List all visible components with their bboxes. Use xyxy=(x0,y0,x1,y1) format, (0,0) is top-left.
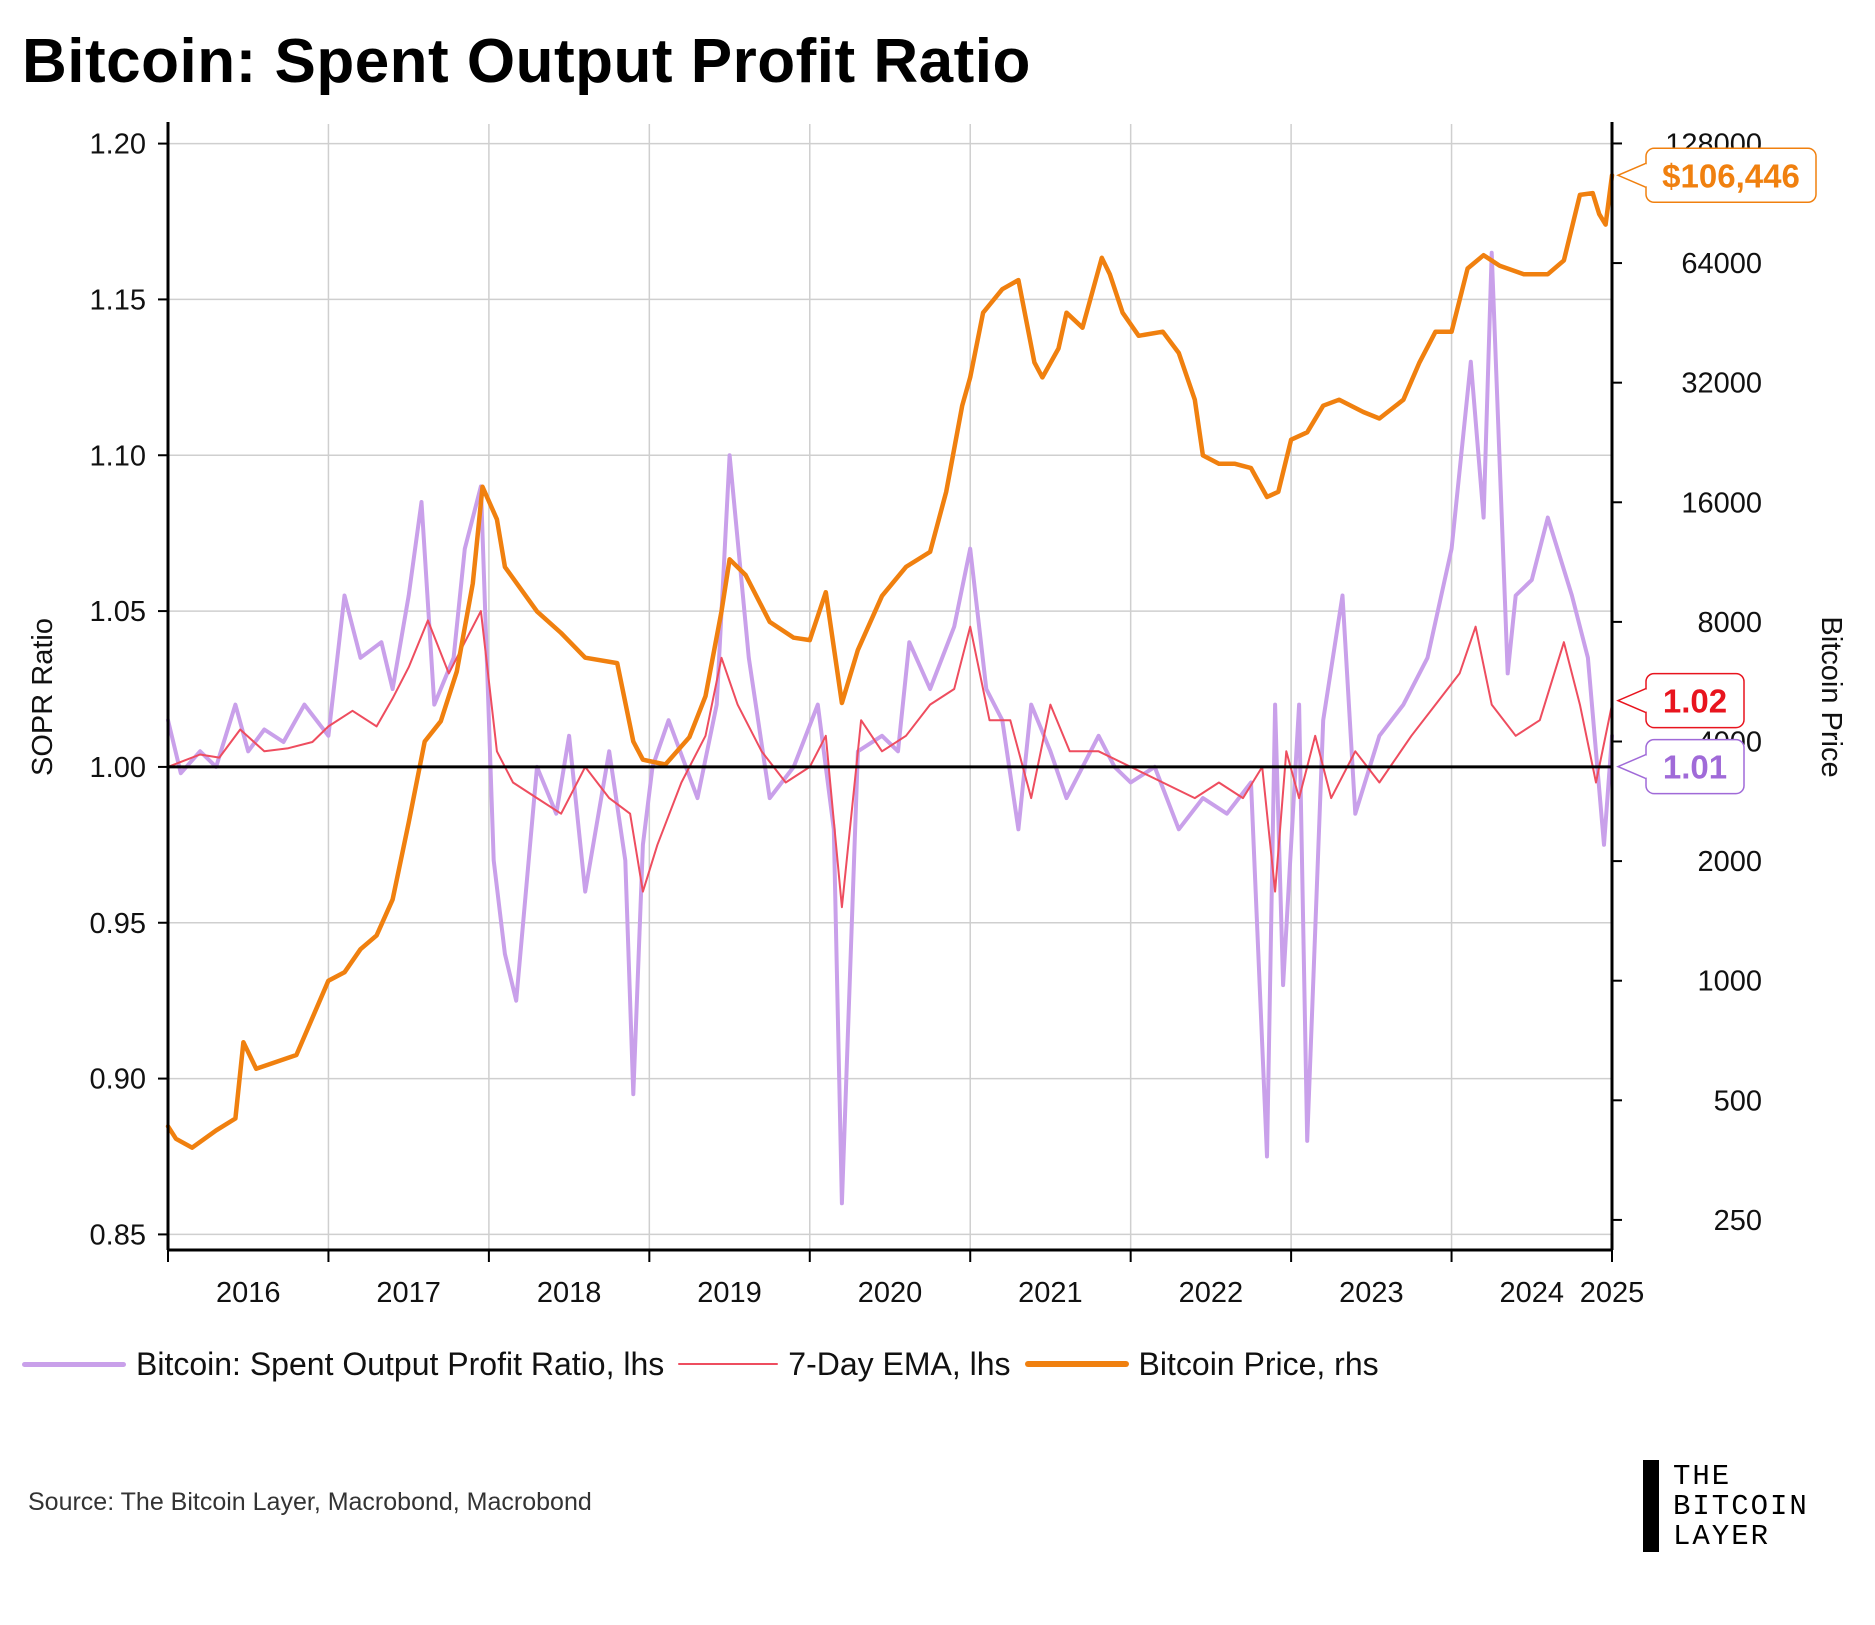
logo-bar xyxy=(1643,1460,1659,1552)
x-tick-label: 2025 xyxy=(1580,1277,1645,1309)
legend-item-sopr[interactable]: Bitcoin: Spent Output Profit Ratio, lhs xyxy=(22,1346,664,1383)
ema-callout-pointer xyxy=(1616,687,1647,714)
source-note: Source: The Bitcoin Layer, Macrobond, Ma… xyxy=(28,1488,592,1516)
price-callout-pointer xyxy=(1616,162,1647,188)
x-tick-label: 2022 xyxy=(1179,1277,1244,1309)
right-axis-title: Bitcoin Price xyxy=(1815,616,1847,777)
sopr-callout-pointer xyxy=(1616,753,1647,780)
logo-line-2: BITCOIN xyxy=(1673,1490,1809,1523)
right-tick-label: 32000 xyxy=(1681,368,1762,400)
x-axis-ticks: 2016 2017 2018 2019 2020 2021 2022 2023 2024 2025 xyxy=(216,1277,1644,1309)
x-tick-label: 2024 xyxy=(1500,1277,1565,1309)
left-axis-title: SOPR Ratio xyxy=(27,618,59,776)
price-callout: $106,446 xyxy=(1616,147,1817,204)
legend-swatch-sopr xyxy=(22,1361,126,1367)
left-tick-label: 0.85 xyxy=(90,1219,146,1251)
price-callout-text: $106,446 xyxy=(1662,157,1800,194)
x-tick-label: 2020 xyxy=(858,1277,923,1309)
right-tick-label: 250 xyxy=(1714,1205,1762,1237)
price-line xyxy=(165,173,1615,1150)
ema-callout-text: 1.02 xyxy=(1663,683,1727,720)
x-tick-label: 2017 xyxy=(376,1277,441,1309)
right-tick-label: 500 xyxy=(1714,1085,1762,1117)
legend-swatch-price xyxy=(1024,1361,1129,1367)
right-tick-label: 2000 xyxy=(1697,846,1762,878)
legend-swatch-ema xyxy=(678,1363,779,1365)
legend-item-price[interactable]: Bitcoin Price, rhs xyxy=(1024,1345,1379,1383)
x-tick-label: 2019 xyxy=(697,1277,762,1309)
right-tick-label: 8000 xyxy=(1697,607,1762,639)
brand-logo: THE BITCOIN LAYER xyxy=(1643,1460,1858,1552)
chart-title: Bitcoin: Spent Output Profit Ratio xyxy=(22,27,1031,96)
x-tick-label: 2021 xyxy=(1018,1277,1083,1309)
x-tick-label: 2023 xyxy=(1339,1277,1404,1309)
right-tick-label: 16000 xyxy=(1681,487,1762,519)
right-tick-label: 64000 xyxy=(1681,248,1762,280)
left-tick-label: 1.10 xyxy=(90,440,146,472)
left-tick-label: 1.20 xyxy=(90,129,146,161)
sopr-callout: 1.01 xyxy=(1616,738,1745,795)
ema-line xyxy=(167,610,1613,909)
chart-svg: 0.85 0.90 0.95 1.00 1.05 1.10 1.15 1.20 250 500 1… xyxy=(27,122,1847,1309)
logo-line-3: LAYER xyxy=(1673,1520,1771,1553)
ema-callout: 1.02 xyxy=(1616,672,1745,729)
ema-callout-joint xyxy=(1645,689,1649,712)
logo-line-1: THE xyxy=(1673,1460,1732,1493)
sopr-callout-text: 1.01 xyxy=(1663,749,1727,786)
gridlines xyxy=(168,124,1612,1250)
x-tick-label: 2016 xyxy=(216,1277,281,1309)
sopr-callout-joint xyxy=(1645,755,1649,778)
legend: Bitcoin: Spent Output Profit Ratio, lhs … xyxy=(22,1342,1393,1386)
axes-layer xyxy=(158,122,1622,1262)
legend-label-ema: 7-Day EMA, lhs xyxy=(788,1345,1011,1382)
price-callout-joint xyxy=(1645,164,1649,187)
left-tick-label: 1.15 xyxy=(90,284,146,316)
left-tick-label: 1.05 xyxy=(90,596,146,628)
right-tick-label: 1000 xyxy=(1697,966,1762,998)
left-axis-ticks: 0.85 0.90 0.95 1.00 1.05 1.10 1.15 1.20 xyxy=(90,129,146,1252)
value-callouts: $106,446 1.02 1.01 xyxy=(1616,147,1817,795)
legend-label-price: Bitcoin Price, rhs xyxy=(1138,1345,1379,1382)
left-tick-label: 0.90 xyxy=(90,1064,146,1096)
sopr-line xyxy=(166,250,1614,1206)
x-tick-label: 2018 xyxy=(537,1277,602,1309)
series-layer xyxy=(165,173,1615,1206)
left-tick-label: 1.00 xyxy=(90,752,146,784)
legend-label-sopr: Bitcoin: Spent Output Profit Ratio, lhs xyxy=(136,1345,665,1382)
legend-item-ema[interactable]: 7-Day EMA, lhs xyxy=(678,1345,1011,1383)
left-tick-label: 0.95 xyxy=(90,908,146,940)
